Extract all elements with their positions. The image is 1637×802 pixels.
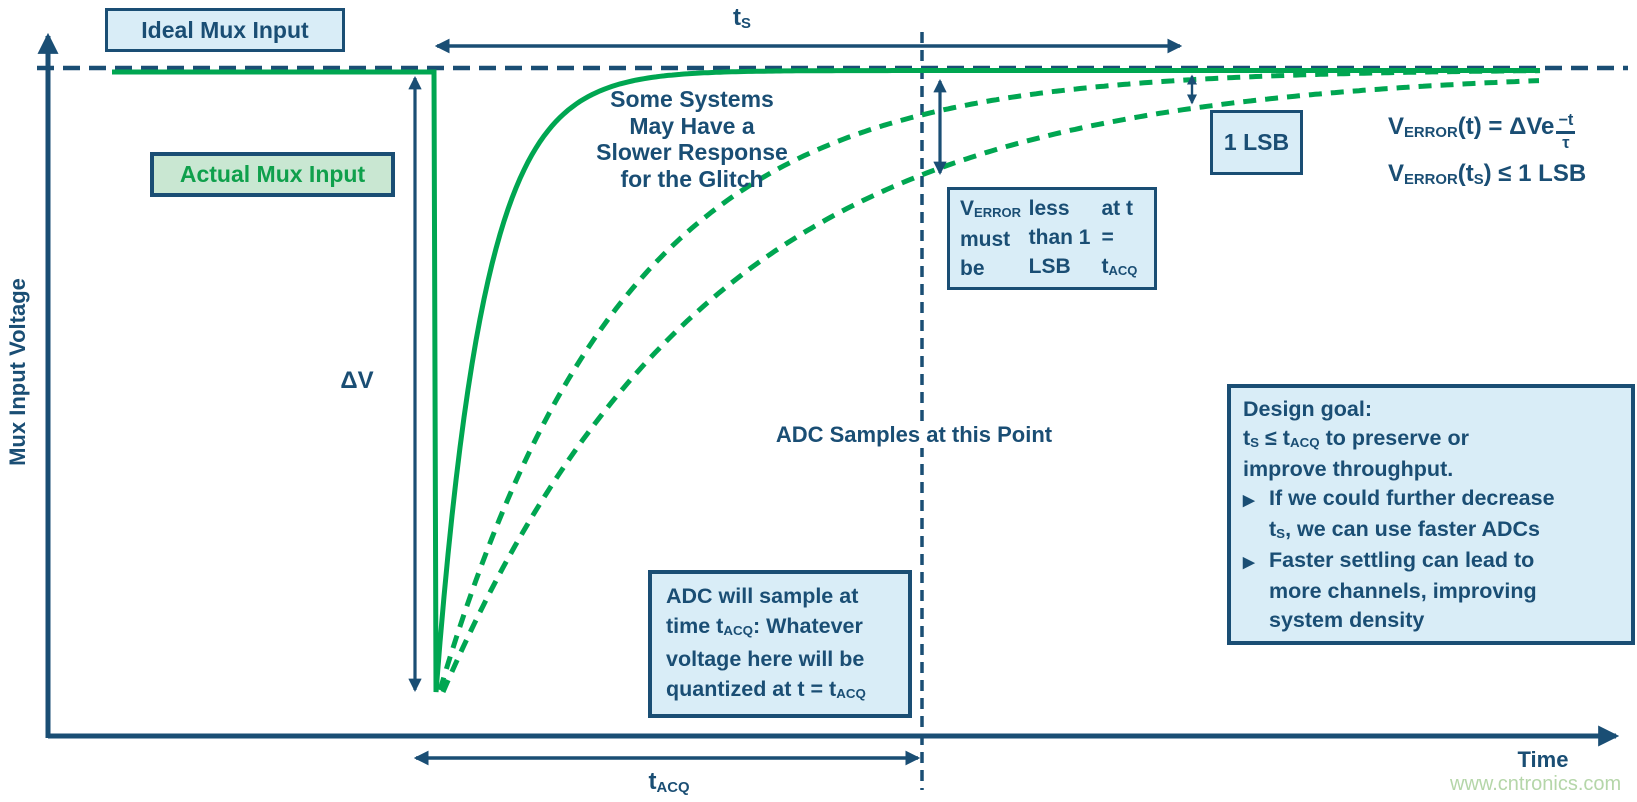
verror-equation: VERROR(t) = ΔVe −t τ — [1388, 111, 1576, 152]
design-text: Design goal: — [1243, 396, 1373, 421]
adc-sample-callout: ADC will sample at time tACQ: Whatever v… — [648, 570, 912, 718]
design-text: If we could further decrease — [1269, 485, 1555, 510]
callout-line: quantized at t = tACQ — [666, 677, 866, 702]
watermark-text: www.cntronics.com — [1450, 773, 1622, 795]
ts-text: tS — [733, 4, 751, 32]
adc-samples-note: ADC Samples at this Point — [756, 422, 1072, 448]
design-line: more channels, improving — [1243, 577, 1537, 606]
x-axis-label: Time — [1517, 747, 1569, 772]
callout-line: ADC will sample at — [666, 584, 859, 608]
note-line: Slower Response — [596, 139, 788, 165]
design-text: tS ≤ tACQ to preserve or — [1243, 425, 1469, 450]
design-line: system density — [1243, 606, 1424, 635]
bullet-icon: ▶ — [1243, 553, 1255, 571]
one-lsb-callout: 1 LSB — [1210, 110, 1303, 175]
design-bullet-line: ▶ If we could further decrease — [1243, 484, 1555, 515]
note-line: for the Glitch — [620, 165, 764, 192]
design-line: Design goal: — [1243, 395, 1372, 424]
callout-line: less than 1 LSB — [1028, 197, 1091, 278]
callout-line: voltage here will be — [666, 647, 865, 671]
ts-time-label: tS — [702, 4, 782, 32]
slower-response-note: Some Systems May Have a Slower Response … — [567, 86, 817, 192]
design-text: tS, we can use faster ADCs — [1269, 516, 1540, 541]
actual-mux-input-legend: Actual Mux Input — [150, 152, 395, 197]
design-text: more channels, improving — [1269, 578, 1537, 603]
callout-line: time tACQ: Whatever — [666, 614, 863, 639]
callout-line: at t = tACQ — [1101, 197, 1138, 279]
tacq-text: tACQ — [648, 768, 690, 796]
note-line: May Have a — [629, 112, 755, 139]
equation-text: VERROR(tS) ≤ 1 LSB — [1388, 160, 1587, 188]
design-text: improve throughput. — [1243, 456, 1454, 481]
delta-v-label: ΔV — [340, 367, 374, 394]
ideal-mux-input-legend: Ideal Mux Input — [105, 8, 345, 52]
equation-text: VERROR(t) = ΔVe −t τ — [1388, 111, 1576, 152]
design-bullet-line: ▶ Faster settling can lead to — [1243, 546, 1534, 577]
verror-limit-callout: VERROR must be less than 1 LSB at t = tA… — [947, 187, 1157, 290]
bullet-icon: ▶ — [1243, 491, 1255, 509]
design-line: tS, we can use faster ADCs — [1243, 515, 1540, 546]
y-axis-label: Mux Input Voltage — [5, 278, 30, 466]
design-line: improve throughput. — [1243, 455, 1453, 484]
design-goal-callout: Design goal: tS ≤ tACQ to preserve or im… — [1227, 384, 1635, 645]
note-line: Some Systems — [610, 86, 774, 112]
design-text: system density — [1269, 607, 1425, 632]
design-line: tS ≤ tACQ to preserve or — [1243, 424, 1469, 455]
callout-line: VERROR must be — [960, 197, 1022, 280]
verror-limit-equation: VERROR(tS) ≤ 1 LSB — [1388, 160, 1586, 188]
tacq-time-label: tACQ — [628, 768, 710, 796]
design-text: Faster settling can lead to — [1269, 547, 1535, 572]
